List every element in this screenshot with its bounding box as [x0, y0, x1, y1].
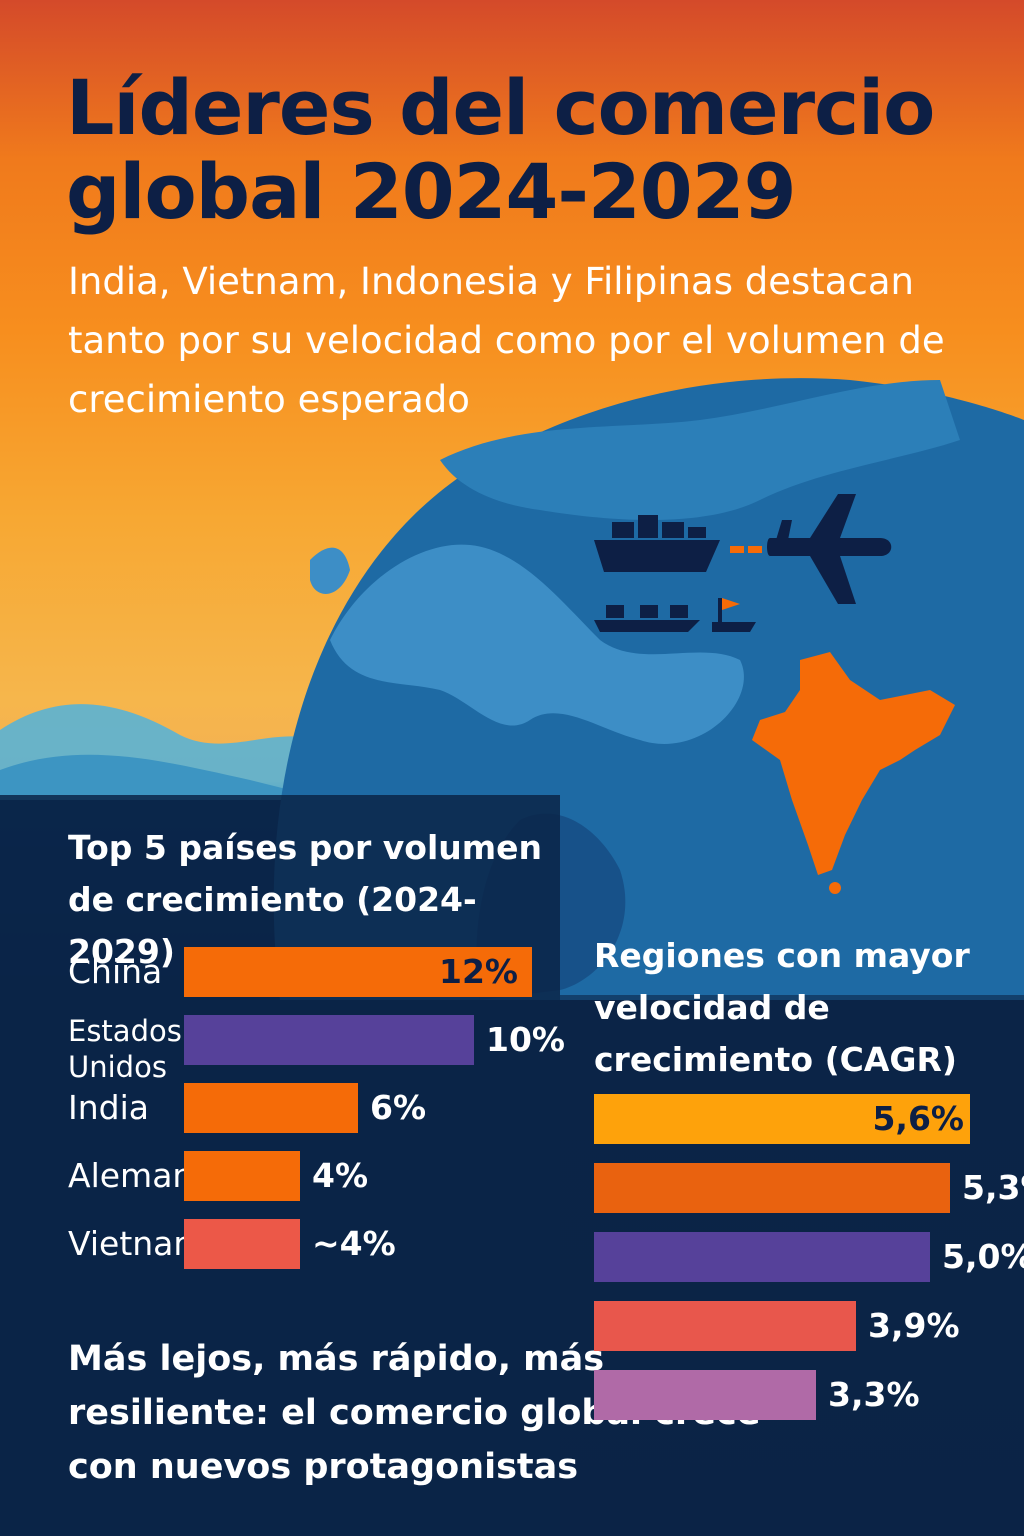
bar-value-label: 5,3%: [962, 1168, 1024, 1207]
bar-value-label: 6%: [370, 1088, 427, 1127]
page-title: Líderes del comercio global 2024-2029: [66, 63, 935, 236]
bar-1-3: [594, 1301, 856, 1351]
bar-0-3: [184, 1151, 300, 1201]
chart-title-volume: Top 5 países por volumen de crecimiento …: [68, 828, 543, 971]
bar-value-label: 5,6%: [872, 1099, 964, 1138]
bar-1-4: [594, 1370, 816, 1420]
category-label: India: [68, 1088, 149, 1127]
airplane-icon: [767, 494, 892, 604]
bar-value-label: 12%: [439, 952, 518, 991]
bar-value-label: 4%: [312, 1156, 369, 1195]
category-label: China: [68, 952, 163, 991]
bar-value-label: 3,3%: [828, 1375, 920, 1414]
bar-1-1: [594, 1163, 950, 1213]
bar-0-1: [184, 1015, 474, 1065]
india-highlight-icon: [752, 652, 955, 875]
cargo-ship-icon: [594, 515, 756, 632]
page-subtitle: India, Vietnam, Indonesia y Filipinas de…: [68, 260, 945, 421]
bar-value-label: 3,9%: [868, 1306, 960, 1345]
bar-value-label: 10%: [486, 1020, 565, 1059]
chart-title-cagr: Regiones con mayor velocidad de crecimie…: [594, 936, 970, 1079]
category-label: Estados Unidos: [68, 1014, 182, 1084]
bar-0-0: [184, 947, 532, 997]
bar-value-label: ~4%: [312, 1224, 396, 1263]
bar-1-2: [594, 1232, 930, 1282]
bar-0-4: [184, 1219, 300, 1269]
bar-0-2: [184, 1083, 358, 1133]
bar-value-label: 5,0%: [942, 1237, 1024, 1276]
bar-1-0: [594, 1094, 970, 1144]
category-label: Vietnam: [68, 1224, 206, 1263]
